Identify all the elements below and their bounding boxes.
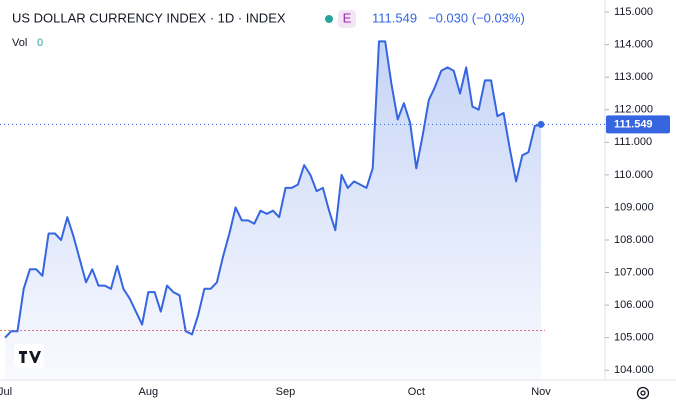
last-point bbox=[537, 120, 545, 128]
x-tick-label: Oct bbox=[408, 386, 425, 398]
line bbox=[4, 40, 542, 339]
x-tick-label: Aug bbox=[139, 386, 159, 398]
change: −0.030 (−0.03%) bbox=[428, 10, 525, 25]
x-tick-label: Sep bbox=[276, 386, 296, 398]
settings-icon[interactable] bbox=[636, 386, 650, 400]
y-tick-label: 114.000 bbox=[614, 39, 653, 51]
volume-value: 0 bbox=[37, 37, 43, 49]
y-tick-label: 113.000 bbox=[614, 71, 653, 83]
badge-bg bbox=[338, 10, 356, 28]
x-tick-label: Nov bbox=[531, 386, 551, 398]
status-dot bbox=[325, 15, 333, 23]
volume-label: Vol bbox=[12, 37, 27, 49]
y-tick-label: 110.000 bbox=[614, 169, 653, 181]
y-tick-label: 105.000 bbox=[614, 332, 654, 344]
x-tick-label: Jul bbox=[0, 386, 12, 398]
y-tick-label: 111.000 bbox=[614, 136, 652, 148]
logo bbox=[14, 344, 44, 368]
price-label-bg bbox=[606, 115, 670, 134]
badge: E bbox=[343, 10, 352, 25]
y-tick-label: 109.000 bbox=[614, 201, 654, 213]
chart-title: US DOLLAR CURRENCY INDEX · 1D · INDEX bbox=[12, 10, 286, 25]
y-tick-label: 112.000 bbox=[614, 104, 653, 116]
price: 111.549 bbox=[372, 10, 417, 25]
y-tick-label: 108.000 bbox=[614, 234, 654, 246]
plot-area bbox=[0, 40, 545, 380]
y-tick-label: 107.000 bbox=[614, 266, 654, 278]
y-tick-label: 115.000 bbox=[614, 6, 653, 18]
y-tick-label: 104.000 bbox=[614, 364, 654, 376]
price-label: 111.549 bbox=[614, 118, 653, 130]
y-tick-label: 106.000 bbox=[614, 299, 654, 311]
